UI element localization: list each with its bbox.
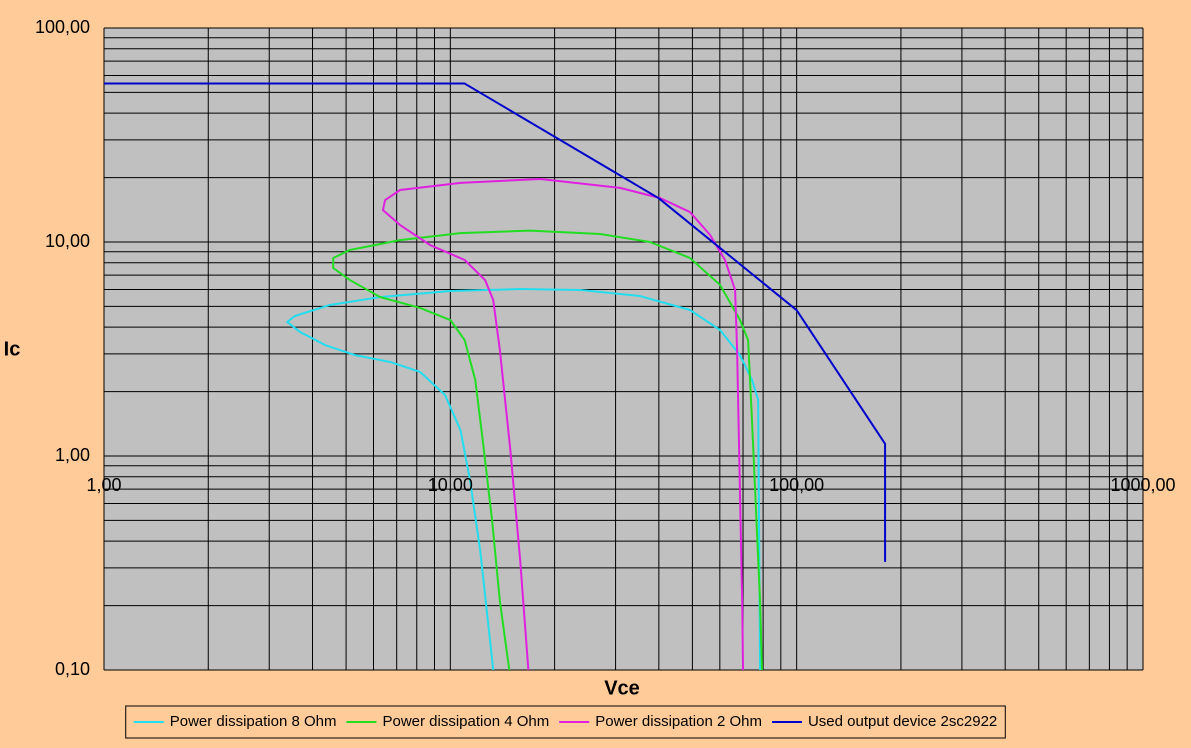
x-tick-label: 10,00 [428, 475, 473, 495]
y-tick-label: 1,00 [55, 445, 90, 465]
series-line [332, 229, 763, 671]
y-tick-label: 100,00 [35, 17, 90, 37]
series-line [104, 82, 887, 562]
y-axis-title: Ic [4, 338, 21, 360]
y-tick-label: 0,10 [55, 659, 90, 679]
legend-label: Power dissipation 2 Ohm [595, 713, 762, 730]
y-tick-label: 10,00 [45, 231, 90, 251]
series-lines [104, 82, 887, 671]
x-tick-label: 1000,00 [1110, 475, 1175, 495]
tick-labels: 0,10 1,00 10,00 100,00 1,00 10,00 100,00 1000,0… [35, 17, 1176, 679]
legend-label: Used output device 2sc2922 [808, 713, 997, 730]
legend-label: Power dissipation 8 Ohm [170, 713, 337, 730]
x-tick-label: 1,00 [86, 475, 121, 495]
legend-label: Power dissipation 4 Ohm [382, 713, 549, 730]
series-line [286, 288, 762, 671]
series-line [381, 177, 745, 671]
x-tick-label: 100,00 [769, 475, 824, 495]
grid [103, 27, 1144, 671]
plot-area [104, 28, 1143, 670]
x-axis-title: Vce [604, 677, 640, 699]
legend: Power dissipation 8 Ohm Power dissipation… [125, 705, 1006, 739]
